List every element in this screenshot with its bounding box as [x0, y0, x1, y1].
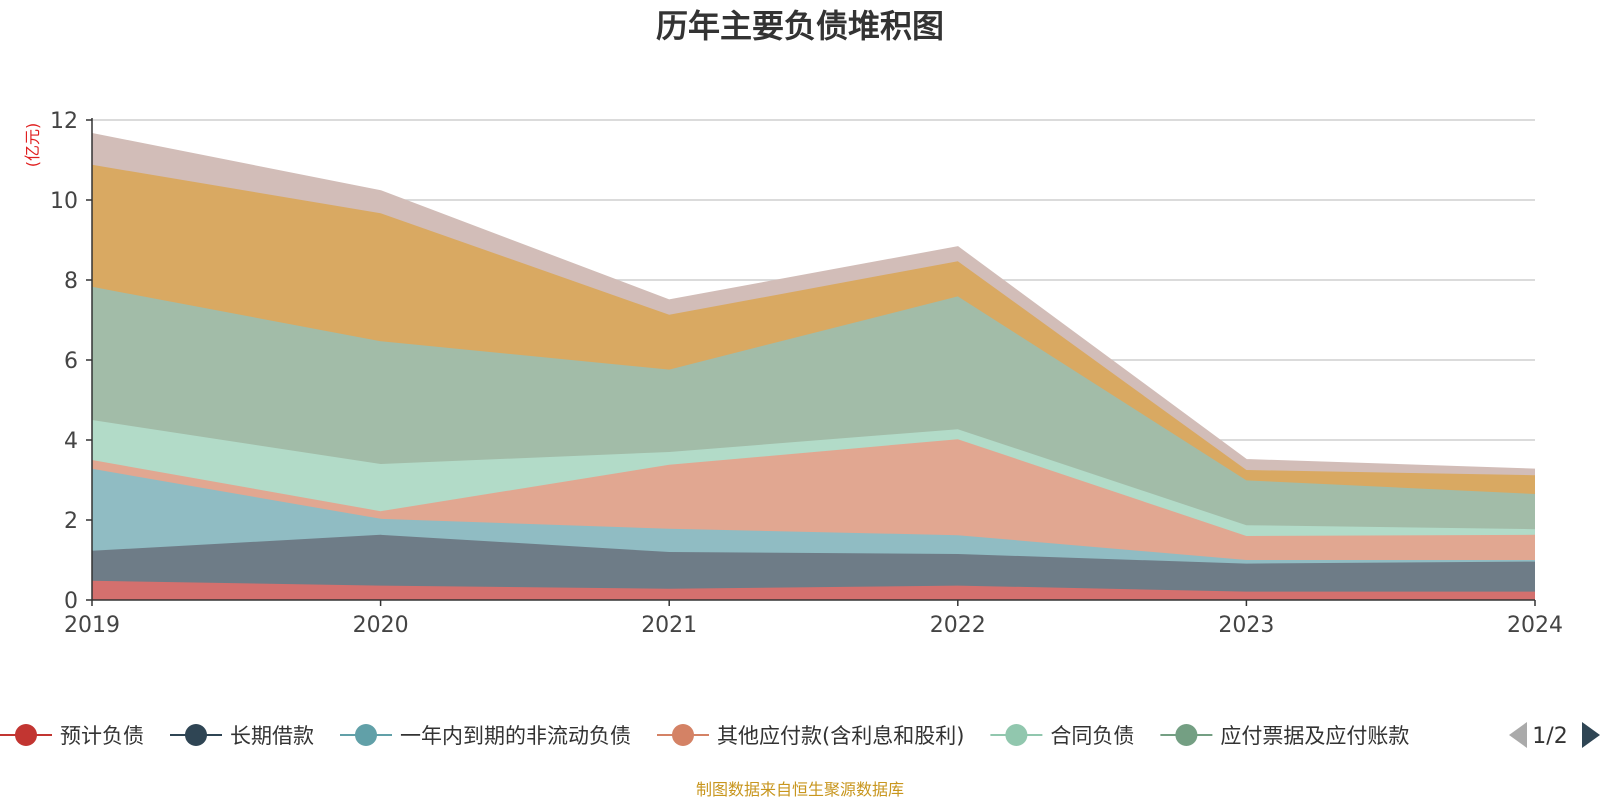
legend-marker-icon [185, 724, 207, 746]
legend-item[interactable]: 预计负债 [0, 724, 144, 748]
area-series-3 [92, 468, 1535, 564]
legend-item[interactable]: 应付票据及应付账款 [1160, 724, 1409, 748]
legend-marker-icon [355, 724, 377, 746]
legend-label: 长期借款 [230, 724, 314, 748]
x-tick-label: 2023 [1218, 613, 1274, 638]
chart-title: 历年主要负债堆积图 [656, 7, 944, 45]
legend-item[interactable]: 其他应付款(含利息和股利) [657, 724, 964, 748]
legend-marker-icon [1175, 724, 1198, 746]
legend-page-indicator: 1/2 [1532, 724, 1567, 749]
legend-item[interactable]: 长期借款 [170, 724, 314, 748]
legend-item[interactable]: 一年内到期的非流动负债 [340, 724, 631, 748]
x-tick-label: 2022 [930, 613, 986, 638]
legend-pager: 1/2 [1509, 722, 1600, 749]
legend: 预计负债 长期借款 一年内到期的非流动负债 其他应付款(含利息和股利) 合同负债 应付票据… [0, 724, 1409, 748]
legend-label: 其他应付款(含利息和股利) [717, 724, 964, 748]
axes: 0 2 4 6 8 10 12 2019 2020 2021 2022 2023 2024 [50, 109, 1563, 638]
area-series-line-8 [91, 133, 1536, 471]
area-series-4 [92, 439, 1535, 560]
legend-label: 应付票据及应付账款 [1220, 724, 1409, 748]
y-tick-label: 6 [64, 349, 78, 374]
y-tick-label: 2 [64, 509, 78, 534]
area-series-2 [92, 534, 1535, 592]
x-tick-label: 2020 [353, 613, 409, 638]
x-tick-label: 2019 [64, 613, 120, 638]
legend-marker-icon [15, 724, 37, 746]
legend-marker-icon [672, 724, 694, 746]
legend-items: 预计负债 长期借款 一年内到期的非流动负债 其他应付款(含利息和股利) 合同负债 应付票据… [0, 724, 1409, 748]
legend-prev-page-icon[interactable] [1509, 722, 1527, 748]
legend-next-page-icon[interactable] [1582, 722, 1600, 748]
legend-label: 合同负债 [1050, 724, 1134, 748]
y-axis-unit-label: (亿元) [23, 123, 42, 168]
legend-label: 一年内到期的非流动负债 [400, 724, 631, 748]
y-tick-label: 10 [50, 189, 78, 214]
legend-label: 预计负债 [60, 724, 144, 748]
x-tick-label: 2021 [641, 613, 697, 638]
source-note: 制图数据来自恒生聚源数据库 [696, 780, 904, 799]
y-tick-label: 12 [50, 109, 78, 134]
area-series [91, 133, 1536, 600]
y-tick-label: 0 [64, 589, 78, 614]
area-series-5 [92, 420, 1535, 536]
area-series-7 [92, 164, 1535, 495]
legend-marker-icon [1005, 724, 1028, 746]
legend-item[interactable]: 合同负债 [990, 724, 1134, 748]
area-series-1 [92, 580, 1535, 600]
y-tick-label: 8 [64, 269, 78, 294]
y-tick-label: 4 [64, 429, 78, 454]
x-tick-label: 2024 [1507, 613, 1563, 638]
area-series-6 [92, 286, 1535, 530]
